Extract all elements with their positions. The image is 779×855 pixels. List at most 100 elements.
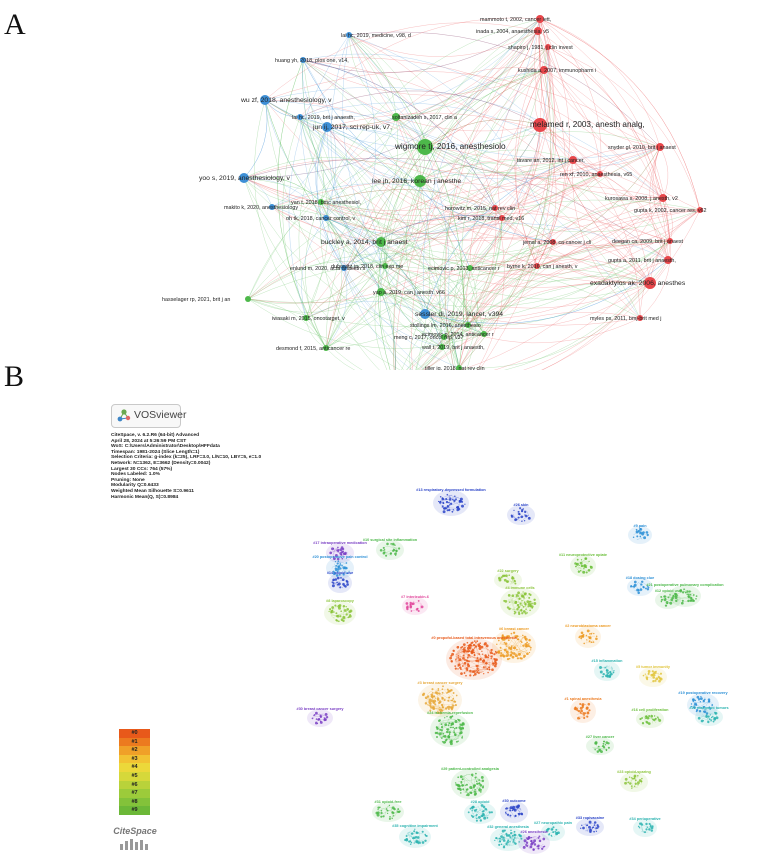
cluster-link [509,646,529,657]
cluster-node [642,674,645,677]
cluster-node [470,773,474,776]
cluster-link [316,713,327,716]
cluster-link [638,826,646,833]
network-a-link [380,291,445,338]
cluster-label: #26 skin [514,503,530,507]
network-a-link [343,215,503,269]
cluster-node [466,790,468,792]
network-a-link [380,197,664,297]
cluster-node [431,688,434,691]
network-a-link [547,46,671,242]
cluster-link [384,806,388,818]
cluster-link [503,843,518,846]
network-a-link [325,264,538,349]
cluster-node [524,645,528,648]
cluster-link [691,594,695,601]
cluster-node [492,664,494,666]
cluster-node [482,653,484,655]
cluster-node [376,813,380,817]
cluster-node [653,674,656,677]
cluster-link [441,720,444,739]
cluster-node [639,531,643,535]
network-a-link [538,18,651,284]
cluster-node [386,542,389,546]
cluster-node [689,593,692,596]
cluster-node [455,498,457,501]
network-a-link [539,18,661,148]
cluster-link [466,786,482,794]
cluster-area [402,597,428,615]
network-a-link [271,183,503,219]
cluster-node [529,646,532,649]
cluster-node [521,612,524,615]
network-a-link [243,146,661,216]
network-a-link [539,124,641,319]
network-a-link [452,207,496,369]
cluster-node [637,591,640,595]
network-a-node [441,334,447,340]
network-a-link [320,201,397,370]
cluster-link [483,810,490,820]
cluster-node [509,814,512,817]
cluster-label: #12 opioid use [655,589,681,593]
cluster-node [348,610,351,614]
network-a-link [243,177,401,370]
network-a-node-label: yan t, 2018, bmc anesthesiol, [291,200,362,206]
cluster-node [452,726,455,729]
network-a-node-label: jun ij, 2017, sci rep-uk, v7, [312,124,392,131]
network-a-link [247,258,641,319]
network-a-link [325,267,348,349]
network-a-node-label: soltanizadeh s, 2017, clin a [392,115,457,121]
network-a-link [476,207,505,370]
cluster-link [660,595,671,601]
cluster-link [684,589,693,593]
cluster-node [502,636,505,639]
cluster-node [520,509,524,513]
cluster-node [503,599,506,602]
network-a-link [467,209,701,326]
cluster-node [446,728,448,731]
cluster-node [476,817,478,820]
cluster-node [474,792,477,795]
cluster-link [581,633,594,642]
cluster-node [698,698,700,701]
cluster-link [633,584,642,592]
legend-entry: #6 [119,780,150,790]
network-a-link [299,90,541,126]
network-a-link [494,124,541,209]
cluster-node [648,715,651,717]
cluster-link [439,494,453,502]
cluster-node [597,745,600,748]
cluster-link [406,833,421,843]
network-a-link [539,18,701,211]
network-a-link [415,173,601,370]
network-a-link [264,99,460,369]
cluster-link [585,704,590,714]
cluster-node [532,848,535,851]
cluster-link [499,643,527,653]
network-a-node-label: makito k, 2020, anesthesiology [224,205,298,211]
cluster-node [602,742,605,745]
network-a-link [243,30,539,179]
cluster-link [585,642,593,644]
cluster-node [498,843,501,846]
network-a-node [499,215,505,221]
network-a-link [271,206,641,326]
cluster-node [445,500,449,504]
network-a-node [417,139,433,155]
cluster-link [515,593,529,596]
cluster-link [443,719,454,721]
cluster-link [514,515,529,519]
cluster-node [316,722,319,725]
network-a-link [501,217,651,284]
network-a-link [424,146,661,315]
cluster-node [573,707,577,711]
cluster-node [457,776,460,779]
network-a-node [456,365,462,370]
cluster-node [498,576,501,579]
network-a-link [343,267,413,370]
network-a-link [459,197,664,370]
cluster-node [601,676,603,678]
cluster-link [524,649,528,654]
cluster-link [533,844,544,850]
